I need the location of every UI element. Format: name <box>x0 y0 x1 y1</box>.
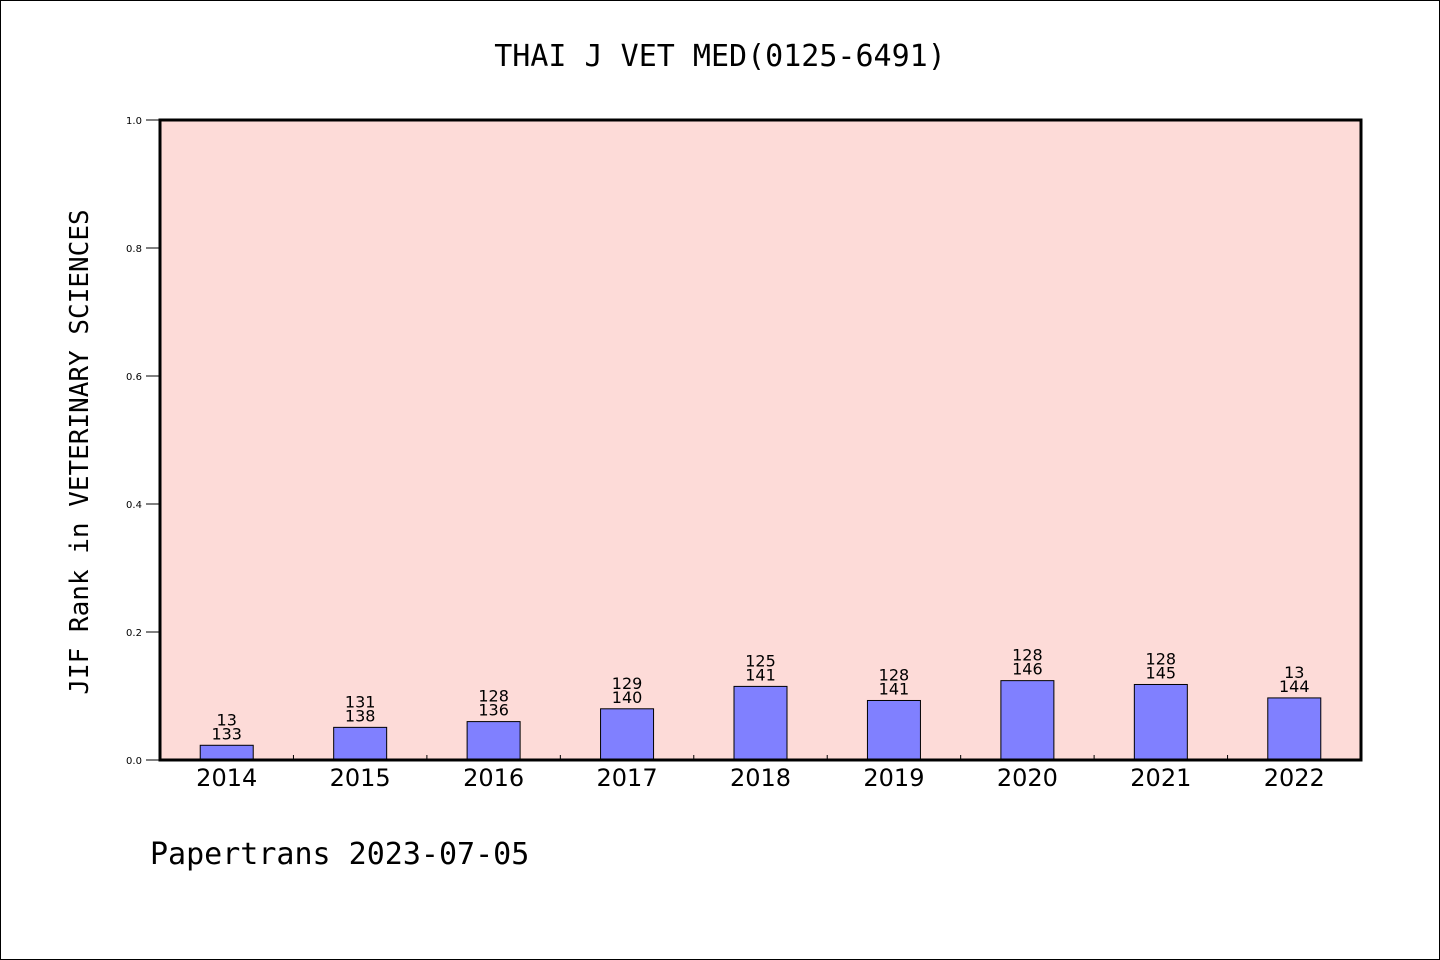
x-tick-label: 2021 <box>1130 764 1191 792</box>
bar-2020 <box>1000 680 1055 761</box>
y-tick-label: 0.0 <box>126 756 142 767</box>
bar-rank-label: 125 <box>745 651 776 670</box>
bar-2016 <box>466 721 521 761</box>
bar-total-label: 138 <box>345 706 376 725</box>
x-tick-label: 2020 <box>997 764 1058 792</box>
y-axis-label: JIF Rank in VETERINARY SCIENCES <box>65 209 95 694</box>
bar-2015 <box>333 726 388 761</box>
x-tick-label: 2022 <box>1264 764 1325 792</box>
bar-rank-label: 131 <box>345 692 376 711</box>
x-axis: 2014 2015 2016 2017 2018 2019 2020 2021 2022 <box>196 755 1325 792</box>
bar-total-label: 140 <box>612 688 643 707</box>
x-tick-label: 2017 <box>597 764 658 792</box>
bar-2017 <box>600 708 655 761</box>
plot-area <box>160 120 1361 760</box>
bar-2021 <box>1133 683 1188 761</box>
bar-2018 <box>733 685 788 761</box>
bar-total-label: 145 <box>1146 663 1177 682</box>
x-tick-label: 2015 <box>330 764 391 792</box>
bar-total-label: 133 <box>211 724 242 743</box>
bar-2022 <box>1267 697 1322 761</box>
bar-rank-label: 13 <box>217 710 237 729</box>
bar-total-label: 144 <box>1279 677 1310 696</box>
bar-rank-label: 128 <box>1146 649 1177 668</box>
chart-title: THAI J VET MED(0125-6491) <box>494 39 946 74</box>
plot-border <box>158 118 1363 762</box>
y-tick-label: 0.2 <box>126 628 142 639</box>
bar-total-label: 136 <box>478 701 509 720</box>
x-tick-label: 2018 <box>730 764 791 792</box>
y-tick-label: 0.6 <box>126 372 142 383</box>
y-axis: 0.0 0.2 0.4 0.6 0.8 1.0 <box>126 116 160 767</box>
bar-total-label: 141 <box>745 665 776 684</box>
bar-total-label: 146 <box>1012 660 1043 679</box>
y-tick-label: 1.0 <box>126 116 142 127</box>
bar-rank-label: 129 <box>612 674 643 693</box>
bar-rank-label: 128 <box>879 665 910 684</box>
bar-total-label: 141 <box>879 679 910 698</box>
bar-rank-label: 128 <box>478 687 509 706</box>
x-tick-label: 2014 <box>196 764 257 792</box>
x-tick-label: 2019 <box>863 764 924 792</box>
x-tick-label: 2016 <box>463 764 524 792</box>
y-tick-label: 0.8 <box>126 244 142 255</box>
bar-2019 <box>866 699 921 761</box>
bar-rank-label: 13 <box>1284 663 1304 682</box>
bar-rank-label: 128 <box>1012 646 1043 665</box>
footer-credit: Papertrans 2023-07-05 <box>150 837 529 872</box>
bar-2014 <box>199 744 254 761</box>
y-tick-label: 0.4 <box>126 500 142 511</box>
